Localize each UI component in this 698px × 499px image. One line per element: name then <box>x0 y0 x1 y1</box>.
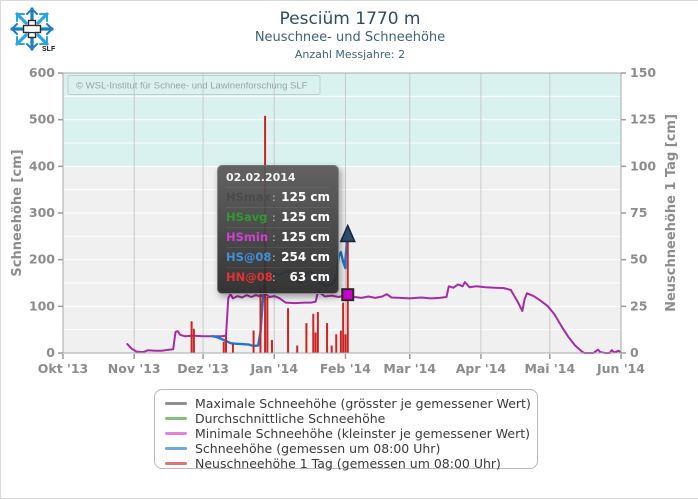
x-tick-label: Jan '14 <box>249 361 298 376</box>
tooltip-value-hsmax: 125 cm <box>281 190 330 204</box>
v-gridlines <box>133 73 551 353</box>
legend-item-hn08: Neuschneehöhe 1 Tag (gemessen um 08:00 U… <box>165 456 527 471</box>
x-tick-label: Okt '13 <box>38 361 89 376</box>
h-gridlines <box>63 95 621 331</box>
y-left-tick-label: 300 <box>29 205 55 220</box>
y-left-tick-label: 400 <box>29 158 55 173</box>
legend-label-hsmax: Maximale Schneehöhe (grösster je gemesse… <box>195 396 531 411</box>
y-right-tick-label: 150 <box>630 65 656 80</box>
x-tick-label: Apr '14 <box>456 361 507 376</box>
tooltip-colon: : <box>272 271 276 284</box>
legend-label-hsmin: Minimale Schneehöhe (kleinster je gemess… <box>195 426 531 441</box>
copyright-watermark: © WSL-Institut für Schnee- und Lawinenfo… <box>67 75 321 95</box>
tooltip-date: 02.02.2014 <box>226 171 296 184</box>
tooltip-row-hn08: HN@08 : 63 cm <box>226 267 330 287</box>
x-tick-label: Mar '14 <box>383 361 436 376</box>
measurement-years-label: Anzahl Messjahre: 2 <box>294 47 406 61</box>
tooltip-row-hsavg: HSavg : 125 cm <box>226 207 330 227</box>
chart-tooltip: 02.02.2014 HSmax : 125 cm HSavg : 125 cm… <box>217 165 339 294</box>
tooltip-value-hsmin: 125 cm <box>281 230 330 244</box>
legend-swatch-hn08 <box>165 462 187 465</box>
y-right-tick-label: 100 <box>630 158 656 173</box>
legend-item-hsavg: Durchschnittliche Schneehöhe <box>165 411 527 426</box>
y-right-tick-label: 25 <box>630 298 647 313</box>
y-left-tick-label: 600 <box>29 65 55 80</box>
tooltip-value-hs08: 254 cm <box>281 250 330 264</box>
selected-point-square-icon <box>341 288 355 302</box>
tooltip-label-hs08: HS@08 <box>226 250 272 264</box>
x-tick-label: Mai '14 <box>524 361 575 376</box>
x-tick-label: Feb '14 <box>320 361 371 376</box>
legend-label-hs08: Schneehöhe (gemessen um 08:00 Uhr) <box>195 441 441 456</box>
y-left-tick-label: 500 <box>29 112 55 127</box>
tooltip-label-hsmin: HSmin <box>226 230 269 244</box>
selected-point-arrow-icon <box>339 223 356 243</box>
selection-markers <box>339 223 356 302</box>
y-right-tick-label: 50 <box>630 252 648 267</box>
slf-logo: SLF <box>9 6 56 54</box>
slf-snowflake-icon: SLF <box>10 7 56 53</box>
chart-title: Pesciüm 1770 m <box>279 9 421 29</box>
y-right-axis-title: Neuschneehöhe 1 Tag [cm] <box>664 114 679 312</box>
y-left-tick-label: 100 <box>29 298 55 313</box>
axes: Okt '13 Nov '13 Dez '13 Jan '14 Feb '14 Mar '… <box>10 65 679 376</box>
legend-item-hs08: Schneehöhe (gemessen um 08:00 Uhr) <box>165 441 527 456</box>
tooltip-colon: : <box>272 251 276 264</box>
tooltip-row-hsmax: HSmax : 125 cm <box>226 187 330 207</box>
tooltip-value-hsavg: 125 cm <box>281 210 330 224</box>
y-left-tick-label: 200 <box>29 252 55 267</box>
tooltip-row-hs08: HS@08 : 254 cm <box>226 247 330 267</box>
legend-label-hsavg: Durchschnittliche Schneehöhe <box>195 411 386 426</box>
legend-swatch-hsavg <box>165 417 187 420</box>
tooltip-label-hsmax: HSmax <box>226 190 272 204</box>
tooltip-value-hn08: 63 cm <box>289 270 331 284</box>
legend-label-hn08: Neuschneehöhe 1 Tag (gemessen um 08:00 U… <box>195 456 501 471</box>
series-hs_stats <box>126 281 622 354</box>
tooltip-colon: : <box>272 211 276 224</box>
y-left-tick-label: 0 <box>46 345 55 360</box>
axis-ticks <box>58 72 626 359</box>
x-tick-label: Nov '13 <box>108 361 161 376</box>
copyright-text: © WSL-Institut für Schnee- und Lawinenfo… <box>76 81 308 92</box>
legend-item-hsmax: Maximale Schneehöhe (grösster je gemesse… <box>165 396 531 411</box>
y-right-tick-label: 125 <box>630 112 656 127</box>
legend-item-hsmin: Minimale Schneehöhe (kleinster je gemess… <box>165 426 531 441</box>
y-left-axis-title: Schneehöhe [cm] <box>10 149 25 276</box>
y-right-tick-label: 0 <box>630 345 639 360</box>
tooltip-label-hn08: HN@08 <box>226 270 273 284</box>
legend-swatch-hsmax <box>165 402 187 405</box>
chart-legend: Maximale Schneehöhe (grösster je gemesse… <box>154 389 538 471</box>
chart-header: Pesciüm 1770 m Neuschnee- und Schneehöhe… <box>1 9 698 61</box>
tooltip-row-hsmin: HSmin : 125 cm <box>226 227 330 247</box>
tooltip-label-hsavg: HSavg <box>226 210 268 224</box>
legend-swatch-hsmin <box>165 432 187 435</box>
y-right-tick-label: 75 <box>630 205 647 220</box>
x-tick-label: Jun '14 <box>596 361 645 376</box>
chart-subtitle: Neuschnee- und Schneehöhe <box>254 30 446 46</box>
x-tick-label: Dez '13 <box>177 361 229 376</box>
tooltip-colon: : <box>272 191 276 204</box>
legend-swatch-hs08 <box>165 447 187 450</box>
tooltip-colon: : <box>272 231 276 244</box>
slf-logo-text: SLF <box>42 46 55 53</box>
